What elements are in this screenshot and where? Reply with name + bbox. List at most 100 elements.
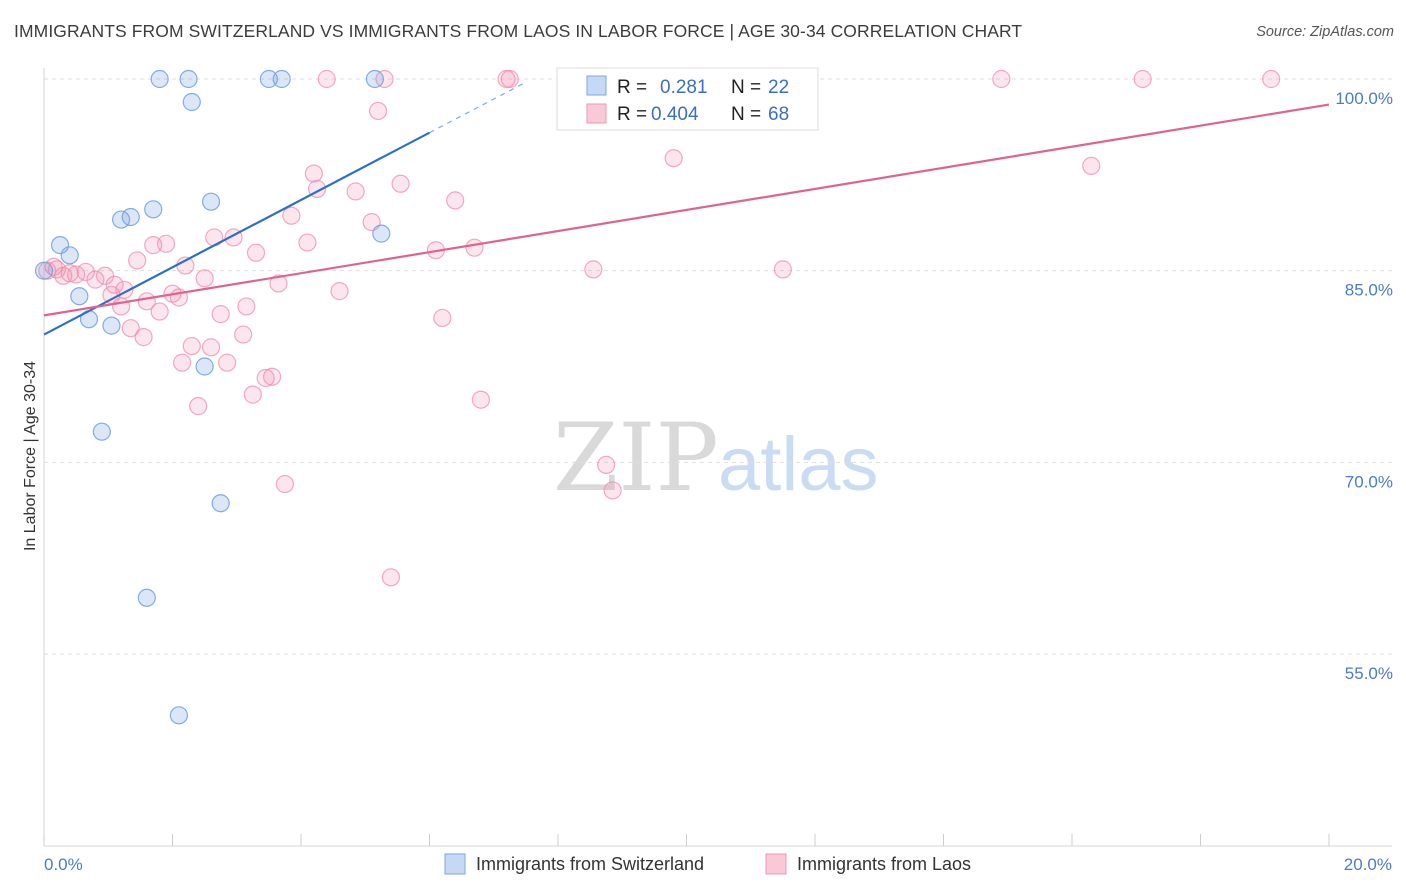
laos-point <box>256 368 275 388</box>
trendlines <box>43 81 1330 336</box>
bottom-legend-label-laos: Immigrants from Laos <box>797 854 971 874</box>
switzerland-point <box>195 357 214 376</box>
laos-point <box>269 274 288 293</box>
y-tick-label: 85.0% <box>1345 281 1393 300</box>
bottom-legend: Immigrants from Switzerland Immigrants f… <box>444 853 971 875</box>
laos-point <box>173 353 192 372</box>
x-tick-label-min: 0.0% <box>44 855 83 874</box>
laos-point <box>234 325 253 344</box>
laos-point <box>189 397 208 416</box>
switzerland-point <box>211 494 230 513</box>
laos-point <box>156 234 176 253</box>
switzerland-point <box>150 69 169 89</box>
laos-point <box>446 191 465 210</box>
switzerland-point <box>179 69 198 89</box>
y-axis-label: In Labor Force | Age 30-34 <box>22 361 39 551</box>
laos-point <box>246 243 266 262</box>
laos-point <box>1082 156 1101 175</box>
laos-point <box>282 206 301 225</box>
laos-trendline <box>43 103 1330 317</box>
switzerland-point <box>182 92 201 112</box>
laos-point <box>433 308 452 328</box>
legend-swatch-laos <box>586 103 607 124</box>
laos-point <box>597 455 616 474</box>
laos-point <box>391 174 410 193</box>
y-tick-label: 100.0% <box>1335 89 1393 108</box>
laos-point <box>211 305 230 324</box>
chart-title: IMMIGRANTS FROM SWITZERLAND VS IMMIGRANT… <box>14 21 1023 41</box>
laos-point <box>195 269 214 288</box>
laos-point <box>369 101 388 121</box>
switzerland-trendline <box>43 131 431 336</box>
switzerland-point <box>137 588 156 607</box>
laos-point <box>773 260 792 279</box>
laos-point <box>86 270 105 289</box>
laos-point <box>201 338 221 357</box>
legend-n-value-switzerland: 22 <box>768 77 789 98</box>
axes <box>43 68 1392 847</box>
gridlines <box>44 78 1392 655</box>
legend-n-label-switzerland: N = <box>731 77 761 98</box>
laos-point <box>603 481 622 500</box>
switzerland-point <box>121 207 140 227</box>
laos-point <box>182 336 201 356</box>
laos-point <box>237 297 256 316</box>
laos-point <box>105 275 124 294</box>
switzerland-point <box>92 422 111 441</box>
legend-r-value-laos: 0.404 <box>651 104 699 125</box>
laos-point <box>1262 69 1281 89</box>
laos-point <box>128 251 147 270</box>
laos-point <box>375 69 394 89</box>
laos-point <box>471 390 490 409</box>
laos-point <box>664 149 683 168</box>
legend-r-label-switzerland: R = <box>617 77 647 98</box>
legend-box: R = 0.281 N = 22 R = 0.404 N = 68 <box>556 67 819 131</box>
y-tick-label: 55.0% <box>1345 664 1393 683</box>
laos-point <box>317 69 336 89</box>
switzerland-point <box>70 287 89 306</box>
laos-point <box>218 353 237 372</box>
laos-point <box>1133 69 1152 89</box>
switzerland-point <box>60 246 79 265</box>
switzerland-point <box>365 69 384 89</box>
laos-point <box>150 302 169 321</box>
laos-point <box>346 182 365 201</box>
switzerland-point <box>102 316 121 335</box>
bottom-legend-swatch-laos <box>765 853 787 875</box>
laos-point <box>298 233 317 252</box>
legend-r-value-switzerland: 0.281 <box>660 77 708 98</box>
watermark: ZIP atlas <box>553 404 879 513</box>
laos-point <box>121 319 140 338</box>
switzerland-points <box>34 69 391 725</box>
laos-point <box>76 262 95 282</box>
laos-point <box>330 282 349 301</box>
switzerland-point <box>34 261 54 280</box>
bottom-legend-swatch-switzerland <box>444 853 466 875</box>
legend-r-label-laos: R = <box>617 104 647 125</box>
switzerland-point <box>372 224 391 243</box>
x-axis-ticks <box>43 834 1330 846</box>
laos-point <box>262 367 282 386</box>
laos-point <box>584 260 603 279</box>
legend-n-label-laos: N = <box>731 104 761 125</box>
laos-point <box>304 164 323 183</box>
laos-point <box>243 385 262 404</box>
legend-swatch-switzerland <box>586 75 607 96</box>
laos-point <box>381 568 401 587</box>
switzerland-point <box>201 192 221 211</box>
laos-point <box>44 257 63 276</box>
watermark-atlas: atlas <box>718 422 879 507</box>
bottom-legend-label-switzerland: Immigrants from Switzerland <box>476 854 704 874</box>
laos-point <box>992 69 1011 89</box>
laos-point <box>275 474 295 494</box>
y-tick-label: 70.0% <box>1345 472 1393 491</box>
switzerland-point <box>259 69 278 89</box>
switzerland-trendline-extension <box>429 81 527 134</box>
legend-n-value-laos: 68 <box>768 104 789 125</box>
switzerland-point <box>144 200 163 219</box>
x-tick-label-max: 20.0% <box>1344 855 1392 874</box>
y-axis-tick-labels: 55.0% 70.0% 85.0% 100.0% <box>1335 89 1393 683</box>
laos-point <box>465 238 484 257</box>
watermark-zip: ZIP <box>553 404 719 513</box>
